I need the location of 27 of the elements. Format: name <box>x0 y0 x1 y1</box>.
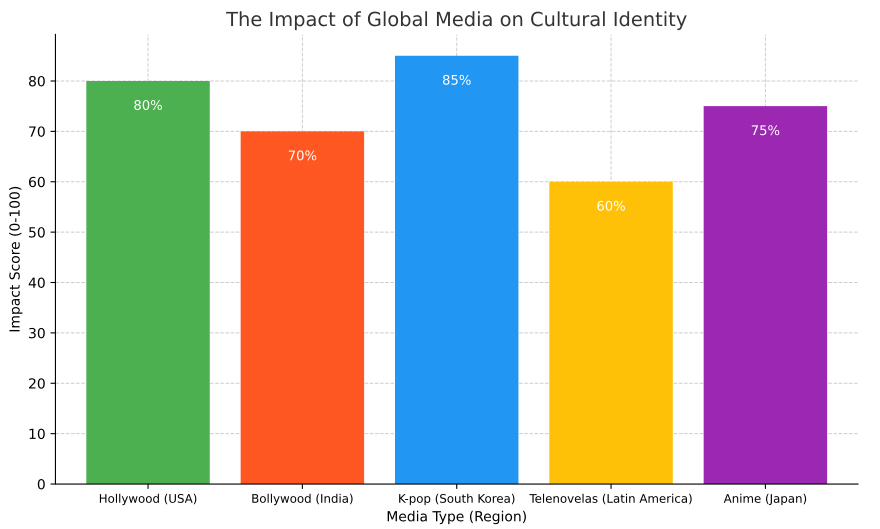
data-label: 75% <box>752 125 780 136</box>
y-tick-label: 0 <box>38 479 45 490</box>
y-tick-label: 20 <box>29 378 45 389</box>
y-tick-label: 50 <box>29 227 45 238</box>
x-axis-title: Media Type (Region) <box>388 510 526 524</box>
bar <box>549 182 673 484</box>
y-tick-label: 80 <box>28 76 45 86</box>
y-tick-label: 60 <box>29 176 45 188</box>
chart-title: The Impact of Global Media on Cultural Identity <box>226 11 687 30</box>
x-tick-label: K-pop (South Korea) <box>399 494 514 506</box>
x-tick-label: Anime (Japan) <box>724 494 806 506</box>
y-tick-label: 70 <box>29 126 45 137</box>
bar <box>704 106 828 484</box>
data-label: 60% <box>597 200 625 211</box>
data-label: 80% <box>134 100 162 110</box>
x-tick-label: Bollywood (India) <box>252 494 353 506</box>
y-tick-label: 10 <box>30 428 45 440</box>
data-label: 85% <box>442 74 471 85</box>
bar <box>394 56 518 484</box>
data-label: 70% <box>288 150 316 160</box>
y-tick-label: 40 <box>28 277 45 288</box>
x-tick-label: Hollywood (USA) <box>100 494 196 506</box>
y-tick-label: 30 <box>29 328 45 338</box>
bar <box>86 80 210 484</box>
y-axis-title: Impact Score (0-100) <box>9 186 22 332</box>
x-tick-label: Telenovelas (Latin America) <box>529 494 692 504</box>
bar <box>240 131 364 484</box>
